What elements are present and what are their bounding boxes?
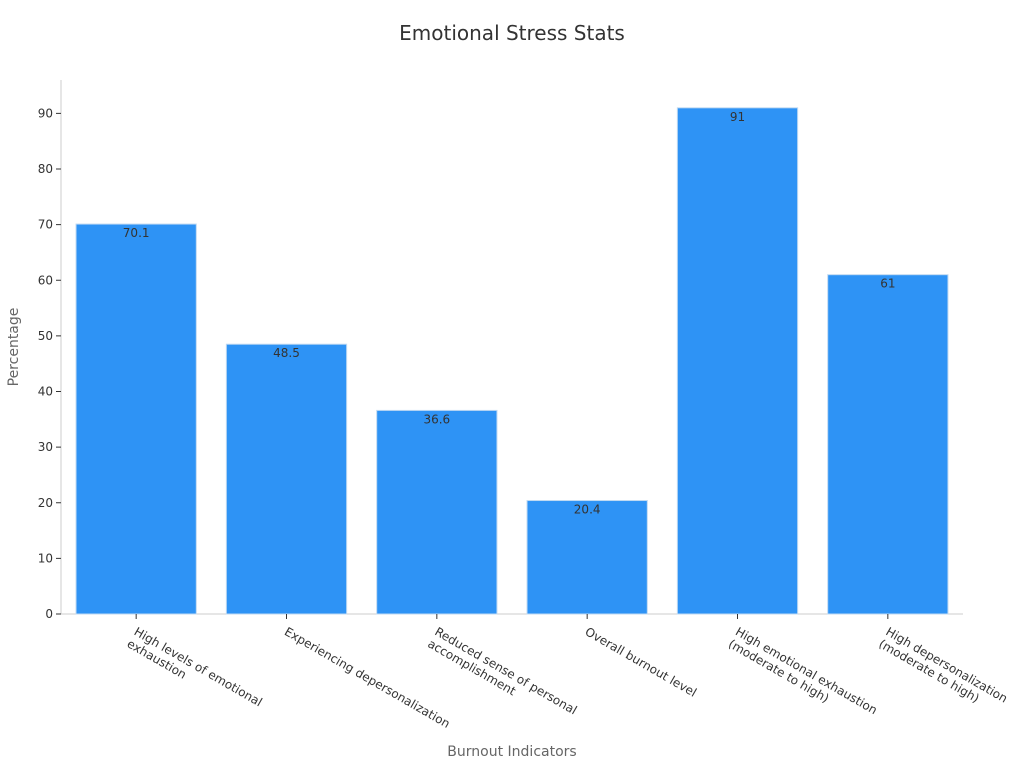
x-tick-label-line: High depersonalization	[883, 624, 1010, 705]
bar	[827, 274, 949, 615]
bar	[526, 500, 648, 615]
bar-value-label: 36.6	[423, 412, 450, 426]
y-tick-label: 90	[38, 106, 53, 120]
x-tick-label-line: Reduced sense of personal	[432, 624, 579, 717]
bar-value-label: 48.5	[273, 346, 300, 360]
bar-value-label: 70.1	[123, 226, 150, 240]
bar-value-label: 91	[730, 110, 745, 124]
y-tick-label: 40	[38, 385, 53, 399]
y-tick-label: 30	[38, 440, 53, 454]
y-tick-label: 50	[38, 329, 53, 343]
bar	[75, 223, 197, 615]
x-tick-label: Experiencing depersonalization	[282, 624, 452, 730]
y-tick-label: 0	[45, 607, 53, 621]
y-tick-label: 60	[38, 273, 53, 287]
x-axis-title: Burnout Indicators	[447, 744, 576, 760]
x-tick-label-line: Experiencing depersonalization	[282, 624, 452, 730]
x-tick-label: High emotional exhaustion(moderate to hi…	[726, 624, 880, 717]
bar	[376, 409, 498, 615]
y-tick-label: 70	[38, 218, 53, 232]
y-tick-label: 80	[38, 162, 53, 176]
bar	[225, 343, 348, 615]
x-tick-label-line: Overall burnout level	[583, 624, 699, 699]
chart-title: Emotional Stress Stats	[399, 21, 625, 45]
bar-value-label: 61	[880, 277, 895, 291]
y-tick-label: 20	[38, 496, 53, 510]
x-tick-label-line: High emotional exhaustion	[733, 624, 880, 717]
x-tick-label-line: High levels of emotional	[132, 624, 265, 709]
bar	[676, 107, 799, 615]
y-axis-title: Percentage	[6, 308, 22, 387]
plot-area: 0 10 20 30 40 50 60 70 80 90 70.1 High levels of em…	[38, 80, 1010, 731]
bar-value-label: 20.4	[574, 503, 601, 517]
x-tick-label: High depersonalization(moderate to high)	[876, 624, 1010, 705]
x-tick-label: Overall burnout level	[583, 624, 699, 699]
y-tick-label: 10	[38, 551, 53, 565]
